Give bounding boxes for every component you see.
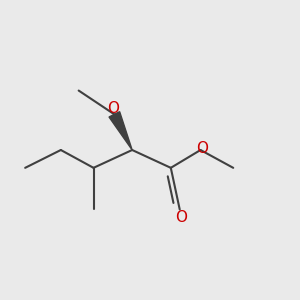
Text: O: O: [107, 101, 119, 116]
Text: O: O: [196, 141, 208, 156]
Polygon shape: [109, 112, 132, 150]
Text: O: O: [175, 210, 187, 225]
